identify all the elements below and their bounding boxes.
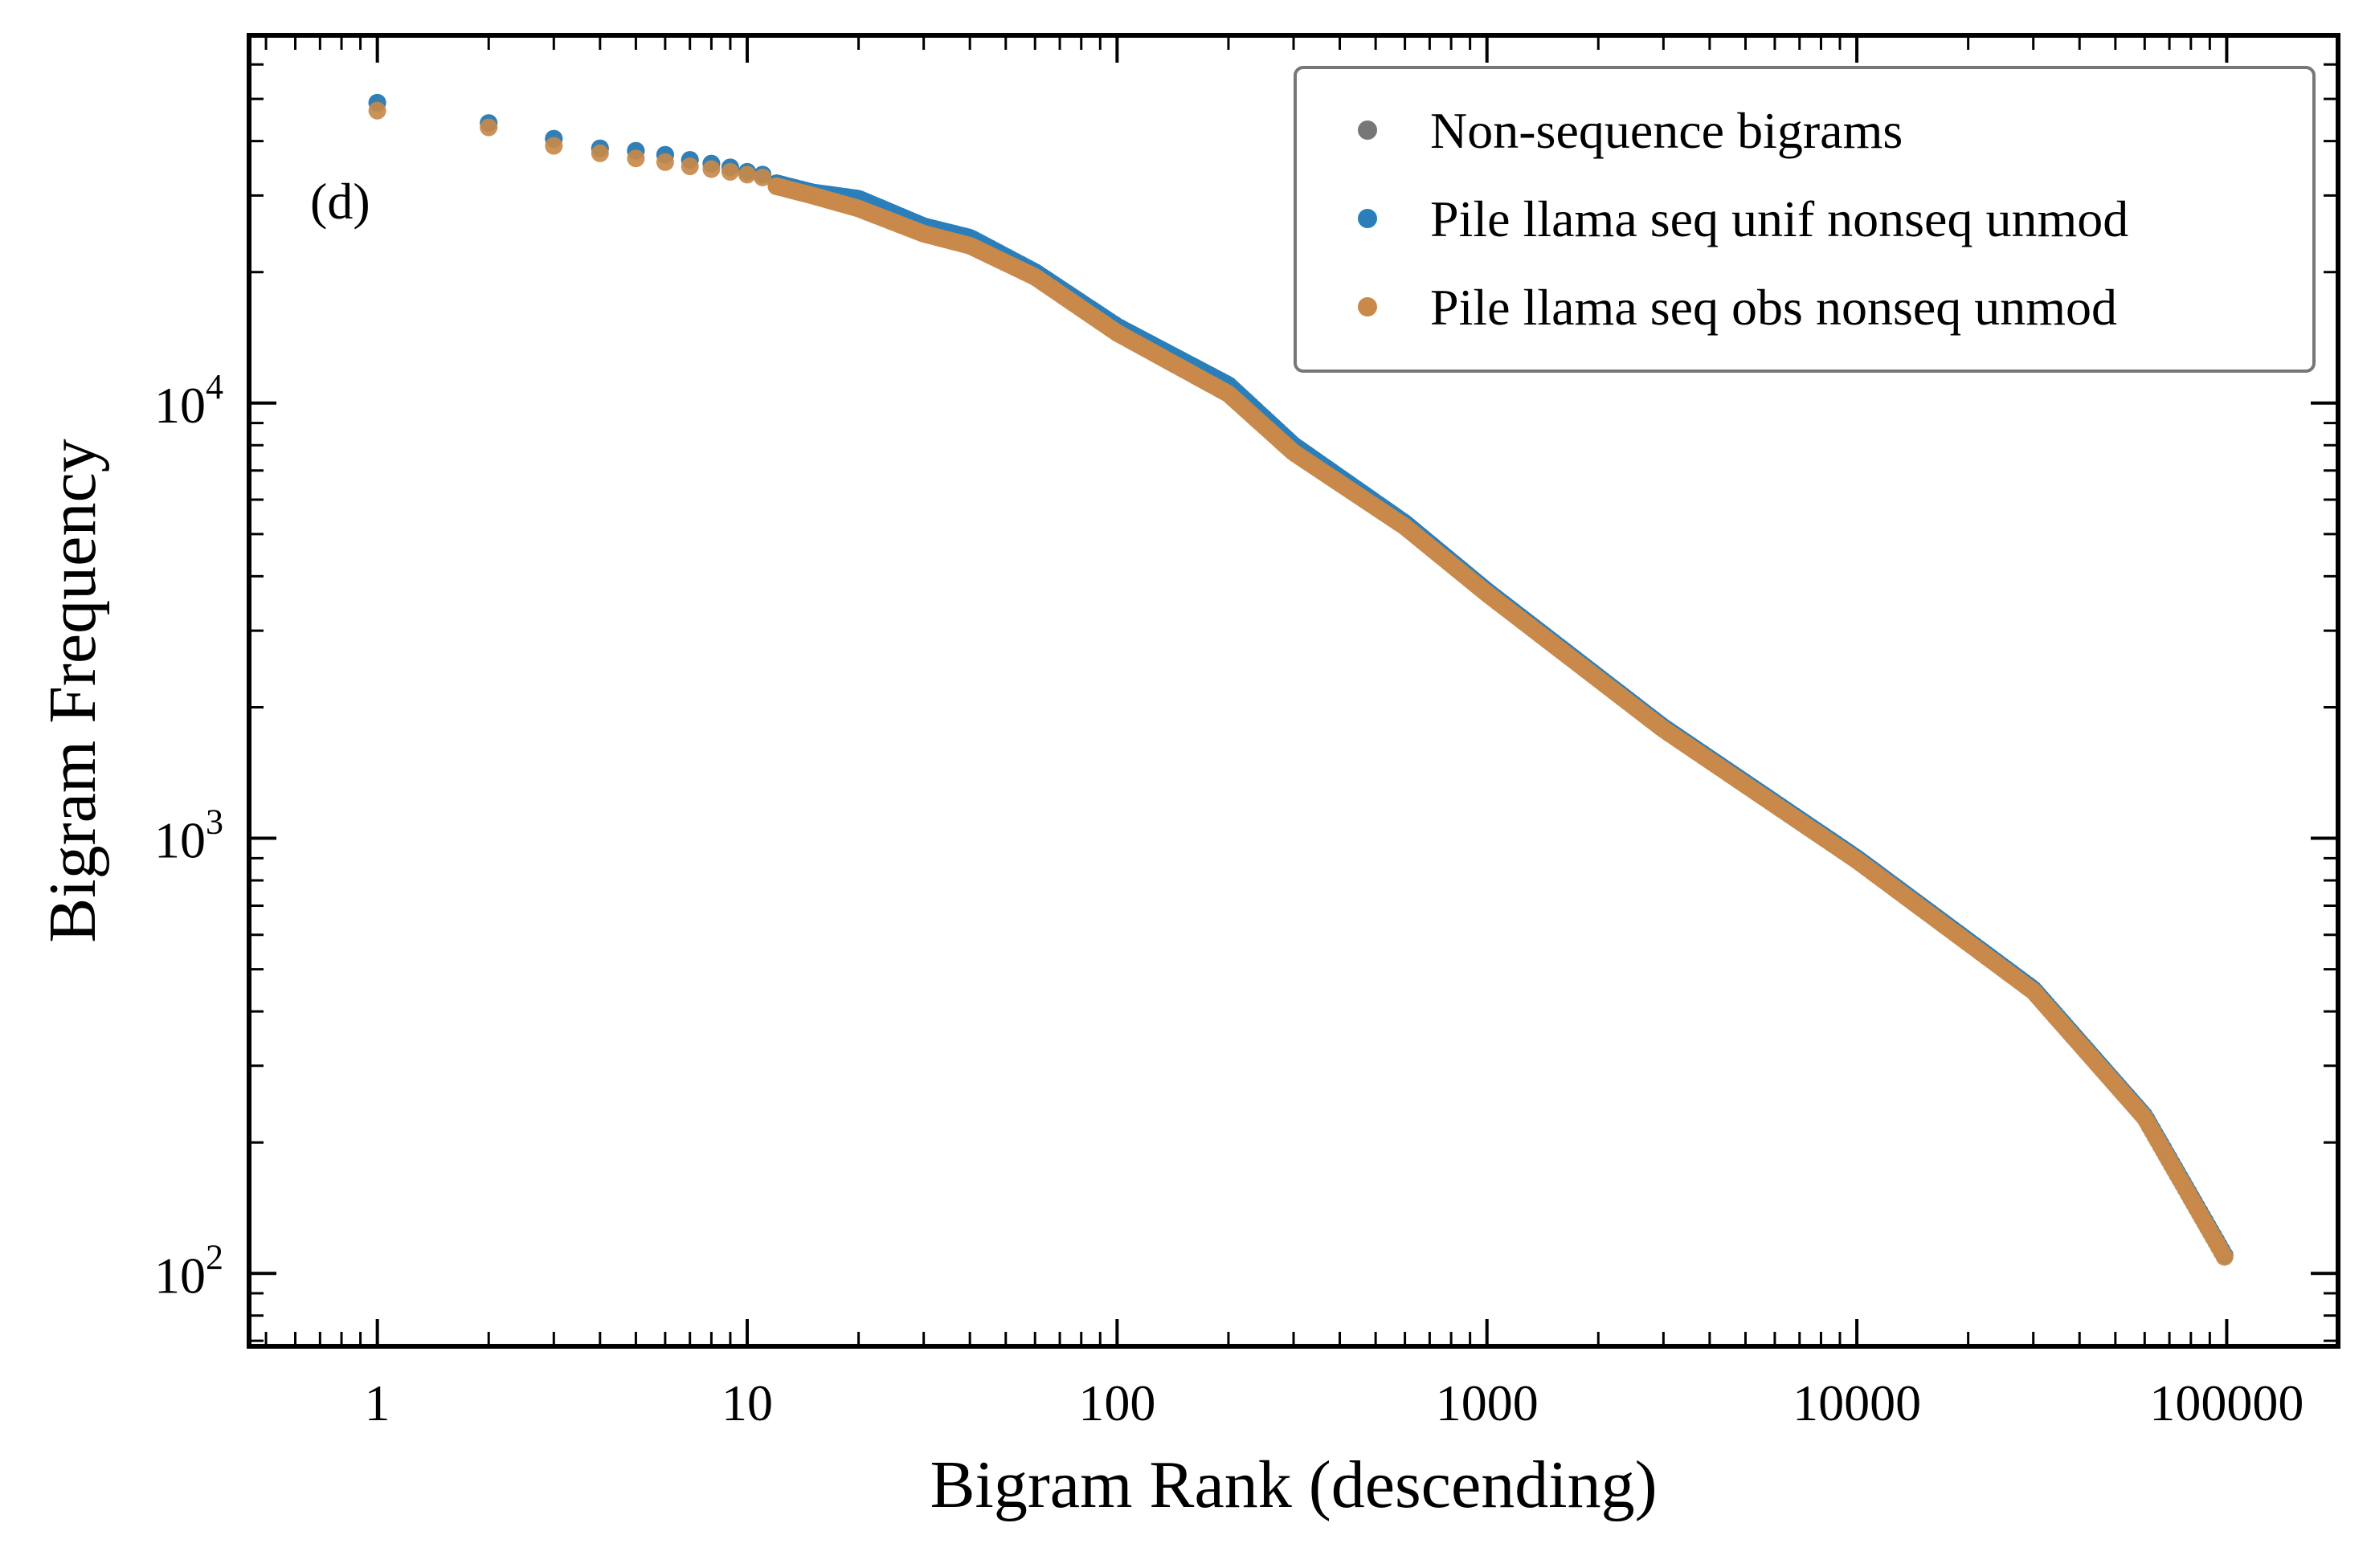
x-tick-label: 100000 xyxy=(2149,1374,2304,1431)
panel-label: (d) xyxy=(310,173,370,230)
legend: Non-sequence bigrams Pile llama seq unif … xyxy=(1294,66,2316,373)
legend-marker xyxy=(1358,209,1377,228)
data-point xyxy=(656,153,674,171)
x-tick-label: 1 xyxy=(365,1374,390,1431)
data-point xyxy=(754,168,772,186)
data-point xyxy=(2215,1247,2234,1266)
data-point xyxy=(681,157,699,176)
y-tick-label: 102 xyxy=(154,1237,223,1304)
legend-label: Pile llama seq unif nonseq unmod xyxy=(1430,190,2128,247)
legend-marker xyxy=(1358,297,1377,316)
data-point xyxy=(591,144,609,162)
legend-box xyxy=(1294,66,2316,373)
legend-marker xyxy=(1358,120,1377,140)
x-tick-label: 100 xyxy=(1078,1374,1155,1431)
y-tick-label: 104 xyxy=(154,367,223,434)
data-point xyxy=(738,165,756,184)
data-point xyxy=(368,101,386,120)
data-point xyxy=(480,118,498,137)
x-tick-label: 1000 xyxy=(1436,1374,1539,1431)
legend-label: Non-sequence bigrams xyxy=(1430,102,1903,159)
y-tick-label: 103 xyxy=(154,802,223,869)
plot-frame xyxy=(247,33,2340,1349)
data-point xyxy=(545,137,563,155)
y-axis-title: Bigram Frequency xyxy=(35,439,110,943)
legend-label: Pile llama seq obs nonseq unmod xyxy=(1430,279,2117,336)
axes-layer: 1 10 100 1000 10000 100000 102 103 104 xyxy=(154,34,2340,1431)
x-tick-label: 10 xyxy=(722,1374,773,1431)
data-point xyxy=(627,149,645,168)
data-point xyxy=(702,160,721,178)
x-axis-title: Bigram Rank (descending) xyxy=(930,1448,1657,1522)
data-points-layer xyxy=(368,93,2234,1266)
x-tick-label: 10000 xyxy=(1793,1374,1921,1431)
series-3-points xyxy=(368,101,2234,1266)
data-point xyxy=(721,162,739,181)
